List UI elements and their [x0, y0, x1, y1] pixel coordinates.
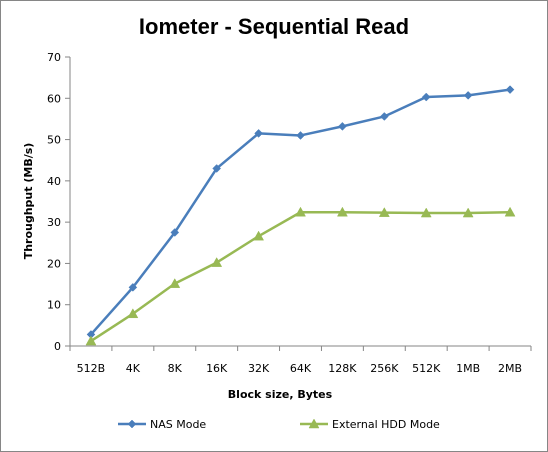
series-1-point: [379, 112, 389, 121]
series-2-point: [504, 206, 516, 217]
series-1-point: [212, 164, 222, 173]
x-tick-label: 2MB: [498, 362, 522, 375]
series-line-2: [90, 210, 511, 343]
y-tick-label: 0: [54, 340, 61, 353]
x-tick-label: 512B: [77, 362, 106, 375]
y-tick-label: 30: [47, 216, 61, 229]
x-tick-label: 4K: [126, 362, 141, 375]
chart-title: Iometer - Sequential Read: [139, 14, 409, 39]
series-2-point: [211, 257, 223, 267]
series-2-point: [295, 206, 306, 217]
plot-area: 0 10 20 30 40 50 60 70 512B 4K 8K 16K 32K 64K 128K 256K…: [47, 51, 532, 375]
series-1-point: [296, 131, 305, 140]
legend-label-2: External HDD Mode: [332, 418, 440, 431]
y-tick-label: 40: [47, 175, 61, 188]
series-2-point: [169, 278, 181, 288]
series-1-point: [254, 129, 263, 138]
series-1-point: [128, 283, 138, 292]
x-tick-label: 32K: [248, 362, 270, 375]
y-tick-label: 50: [47, 134, 61, 147]
series-2-point: [336, 206, 348, 217]
series-1-point: [170, 228, 180, 237]
series-2-point: [378, 207, 390, 217]
y-axis-label: Throughput (MB/s): [22, 143, 35, 260]
series-1-point: [338, 122, 347, 131]
legend-label-1: NAS Mode: [150, 418, 206, 431]
x-axis-label: Block size, Bytes: [228, 388, 333, 401]
series-2-point: [85, 335, 97, 346]
x-tick-label: 8K: [168, 362, 183, 375]
y-tick-label: 70: [47, 51, 61, 64]
series-1-point: [463, 91, 473, 100]
legend-marker-2: [308, 418, 320, 429]
series-2-point: [462, 207, 474, 218]
x-tick-label: 512K: [412, 362, 441, 375]
y-tick-label: 10: [47, 299, 61, 312]
x-tick-label: 128K: [328, 362, 357, 375]
x-tick-label: 256K: [370, 362, 399, 375]
series-1-point: [421, 92, 431, 102]
legend-marker-1: [127, 419, 137, 429]
x-tick-label: 1MB: [456, 362, 480, 375]
y-tick-label: 60: [47, 92, 61, 105]
x-tick-label: 16K: [206, 362, 228, 375]
series-1-point: [505, 85, 515, 94]
y-tick-label: 20: [47, 257, 61, 270]
series-2-point: [127, 308, 139, 319]
series-2-point: [253, 230, 265, 241]
series-2-point: [420, 207, 432, 218]
legend: NAS Mode External HDD Mode: [118, 418, 440, 431]
x-tick-label: 64K: [290, 362, 312, 375]
